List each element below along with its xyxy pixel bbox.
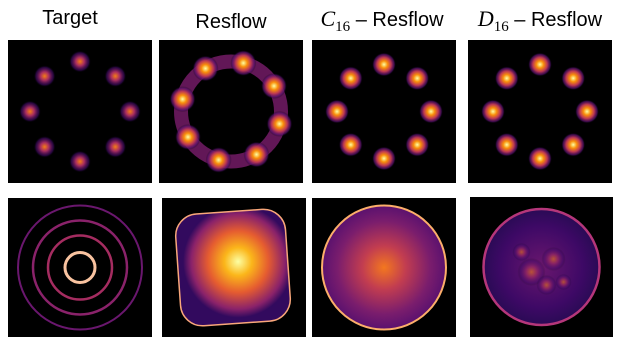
density bbox=[322, 205, 446, 330]
mode bbox=[119, 100, 141, 123]
mode bbox=[494, 132, 519, 157]
subscript: 16 bbox=[494, 19, 510, 35]
mode bbox=[372, 52, 396, 77]
mode bbox=[494, 66, 519, 91]
density bbox=[175, 209, 291, 326]
mode bbox=[19, 100, 41, 123]
ring bbox=[46, 234, 114, 301]
mode bbox=[528, 146, 552, 171]
mode bbox=[104, 65, 127, 88]
subscript: 16 bbox=[335, 19, 351, 35]
ring bbox=[63, 251, 97, 284]
column-title: Target bbox=[42, 7, 98, 29]
mode bbox=[372, 146, 396, 171]
symbol: C bbox=[320, 6, 335, 31]
mode bbox=[528, 52, 552, 77]
ring bbox=[17, 204, 143, 331]
mode bbox=[338, 66, 363, 91]
mode bbox=[405, 132, 430, 157]
mode bbox=[169, 86, 196, 113]
symbol: D bbox=[477, 6, 494, 31]
ring bbox=[31, 219, 129, 316]
edge bbox=[321, 204, 447, 331]
column-title: C16 – Resflow bbox=[320, 6, 444, 35]
mottle bbox=[555, 274, 572, 290]
mode bbox=[243, 141, 270, 168]
mode bbox=[33, 135, 56, 158]
title-rest: – Resflow bbox=[350, 9, 444, 31]
mode bbox=[205, 146, 232, 173]
mode bbox=[266, 110, 293, 137]
panel bbox=[8, 198, 152, 337]
column-title: Resflow bbox=[195, 11, 267, 33]
mottle bbox=[512, 243, 531, 261]
edge bbox=[174, 208, 292, 327]
mode bbox=[69, 150, 91, 173]
column-title: D16 – Resflow bbox=[477, 6, 603, 35]
edge bbox=[482, 207, 601, 327]
mottle bbox=[536, 275, 557, 295]
mode bbox=[481, 99, 505, 124]
mottle bbox=[541, 247, 566, 271]
mode bbox=[261, 72, 288, 99]
mode bbox=[575, 99, 599, 124]
mode bbox=[419, 99, 443, 124]
mode bbox=[192, 55, 219, 82]
mode bbox=[69, 50, 91, 73]
title-rest: – Resflow bbox=[509, 9, 603, 31]
mode bbox=[561, 66, 586, 91]
mode bbox=[104, 135, 127, 158]
mode bbox=[33, 65, 56, 88]
mode bbox=[174, 124, 201, 151]
mode bbox=[561, 132, 586, 157]
mode bbox=[325, 99, 349, 124]
mode bbox=[405, 66, 430, 91]
mode bbox=[230, 50, 257, 77]
mode bbox=[338, 132, 363, 157]
